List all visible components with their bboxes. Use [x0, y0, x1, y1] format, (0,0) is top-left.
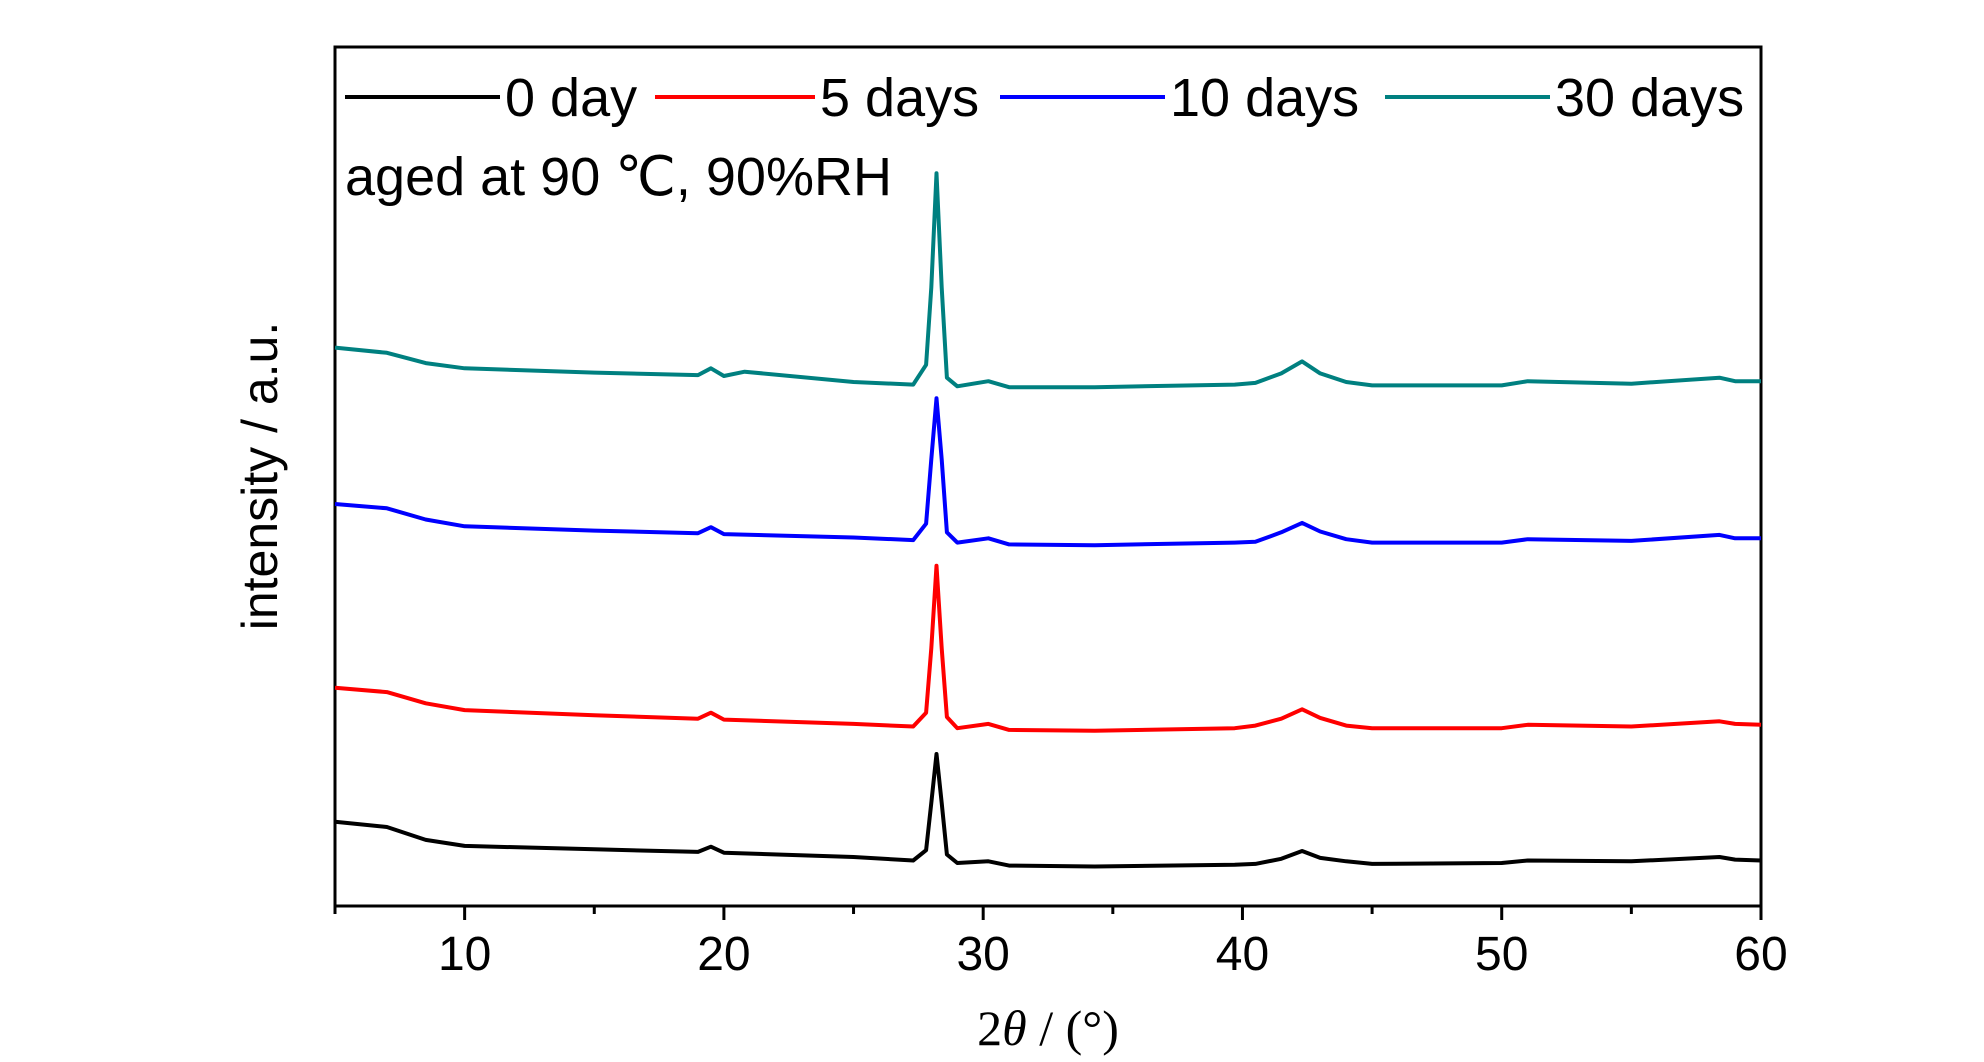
x-axis-title-theta: θ — [1002, 1000, 1027, 1056]
plot-frame — [333, 45, 1763, 908]
x-tick-label: 30 — [956, 928, 1009, 981]
series-line-0 — [334, 752, 1762, 869]
x-axis-ticks: 10 20 30 40 50 60 — [333, 906, 1788, 981]
legend: 0 day 5 days 10 days 30 days — [345, 68, 1744, 128]
series-line-2 — [334, 396, 1761, 548]
x-tick-label: 10 — [438, 928, 491, 981]
series-line-1 — [334, 563, 1762, 733]
legend-label-0: 0 day — [505, 68, 637, 128]
legend-label-1: 5 days — [820, 68, 979, 128]
x-axis-title-prefix: 2 — [977, 1000, 1002, 1056]
annotation: aged at 90 ℃, 90%RH — [345, 147, 892, 207]
x-tick-label: 40 — [1216, 928, 1269, 981]
x-tick-label: 20 — [697, 928, 750, 981]
x-tick-label: 60 — [1734, 928, 1787, 981]
y-axis-title: intensity / a.u. — [232, 322, 288, 631]
x-axis-title-suffix: / (°) — [1027, 1000, 1119, 1056]
x-tick-label: 50 — [1475, 928, 1528, 981]
series-line-3 — [334, 171, 1761, 390]
x-axis-title: 2θ / (°) — [977, 1000, 1119, 1056]
legend-label-2: 10 days — [1170, 68, 1359, 128]
legend-label-3: 30 days — [1555, 68, 1744, 128]
series-curves — [334, 171, 1762, 869]
